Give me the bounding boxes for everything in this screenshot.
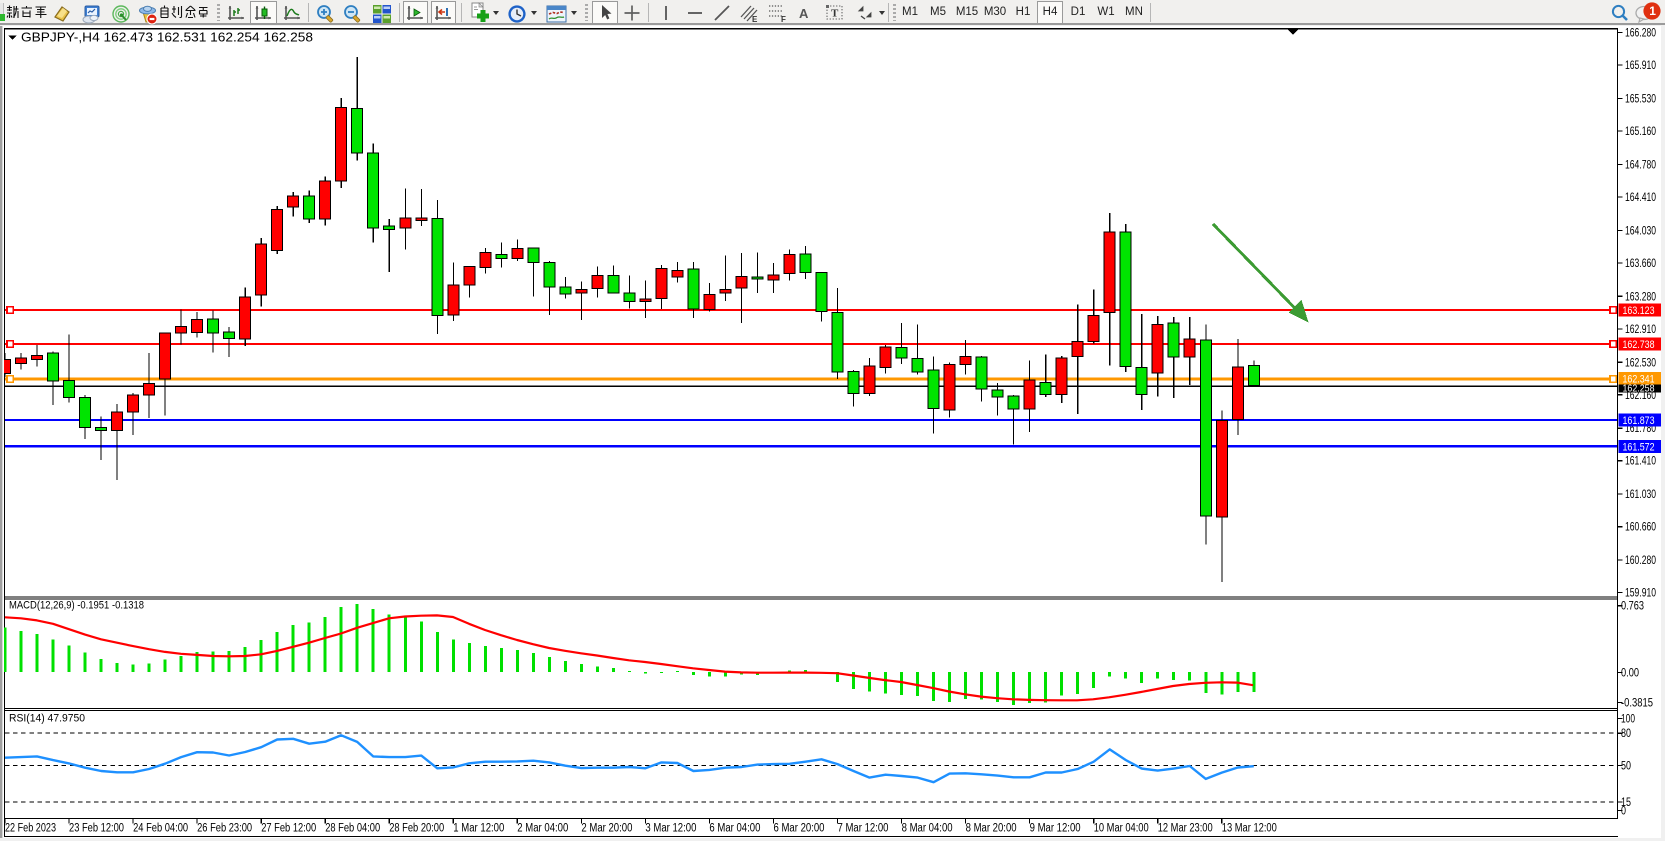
svg-text:15: 15 xyxy=(1621,797,1631,809)
svg-text:164.410: 164.410 xyxy=(1625,192,1656,204)
svg-text:162.910: 162.910 xyxy=(1625,324,1656,336)
svg-text:2 Mar 04:00: 2 Mar 04:00 xyxy=(517,823,568,835)
svg-text:165.910: 165.910 xyxy=(1625,60,1656,72)
svg-text:RSI(14) 47.9750: RSI(14) 47.9750 xyxy=(9,713,85,725)
svg-text:161.873: 161.873 xyxy=(1623,415,1655,427)
svg-text:GBPJPY-,H4 162.473 162.531 16: GBPJPY-,H4 162.473 162.531 162.254 162.2… xyxy=(21,30,313,45)
svg-text:22 Feb 2023: 22 Feb 2023 xyxy=(5,823,56,835)
svg-text:1 Mar 12:00: 1 Mar 12:00 xyxy=(453,823,504,835)
svg-text:80: 80 xyxy=(1621,728,1631,740)
svg-text:12 Mar 23:00: 12 Mar 23:00 xyxy=(1158,823,1213,835)
svg-text:50: 50 xyxy=(1621,760,1631,772)
svg-text:0.00: 0.00 xyxy=(1621,667,1639,679)
svg-text:13 Mar 12:00: 13 Mar 12:00 xyxy=(1222,823,1277,835)
svg-text:8 Mar 04:00: 8 Mar 04:00 xyxy=(902,823,953,835)
svg-text:6 Mar 20:00: 6 Mar 20:00 xyxy=(774,823,825,835)
svg-text:160.280: 160.280 xyxy=(1625,555,1656,567)
svg-text:161.572: 161.572 xyxy=(1623,441,1655,453)
svg-text:0: 0 xyxy=(1621,806,1626,818)
svg-text:162.738: 162.738 xyxy=(1623,339,1655,351)
svg-text:T: T xyxy=(831,8,839,20)
svg-text:F: F xyxy=(781,15,786,23)
svg-text:162.258: 162.258 xyxy=(1623,382,1655,394)
svg-text:MACD(12,26,9) -0.1951 -0.1318: MACD(12,26,9) -0.1951 -0.1318 xyxy=(9,600,144,612)
svg-text:166.280: 166.280 xyxy=(1625,28,1656,40)
svg-text:163.280: 163.280 xyxy=(1625,291,1656,303)
svg-text:163.123: 163.123 xyxy=(1623,305,1655,317)
svg-text:27 Feb 12:00: 27 Feb 12:00 xyxy=(261,823,316,835)
svg-text:-0.3815: -0.3815 xyxy=(1621,698,1653,710)
svg-text:3 Mar 12:00: 3 Mar 12:00 xyxy=(645,823,696,835)
svg-text:E: E xyxy=(752,15,758,23)
svg-text:162.341: 162.341 xyxy=(1623,373,1655,385)
svg-text:2 Mar 20:00: 2 Mar 20:00 xyxy=(581,823,632,835)
svg-text:159.910: 159.910 xyxy=(1625,588,1656,600)
svg-text:165.530: 165.530 xyxy=(1625,94,1656,106)
svg-text:23 Feb 12:00: 23 Feb 12:00 xyxy=(69,823,124,835)
svg-text:8 Mar 20:00: 8 Mar 20:00 xyxy=(966,823,1017,835)
svg-text:24 Feb 04:00: 24 Feb 04:00 xyxy=(133,823,188,835)
svg-text:164.780: 164.780 xyxy=(1625,160,1656,172)
svg-text:161.030: 161.030 xyxy=(1625,489,1656,501)
svg-text:0.763: 0.763 xyxy=(1621,601,1644,613)
svg-text:100: 100 xyxy=(1621,714,1635,726)
svg-text:10 Mar 04:00: 10 Mar 04:00 xyxy=(1094,823,1149,835)
svg-text:28 Feb 04:00: 28 Feb 04:00 xyxy=(325,823,380,835)
svg-text:163.660: 163.660 xyxy=(1625,258,1656,270)
svg-text:26 Feb 23:00: 26 Feb 23:00 xyxy=(197,823,252,835)
svg-text:7 Mar 12:00: 7 Mar 12:00 xyxy=(838,823,889,835)
svg-text:162.160: 162.160 xyxy=(1625,390,1656,402)
svg-text:165.160: 165.160 xyxy=(1625,126,1656,138)
svg-text:160.660: 160.660 xyxy=(1625,522,1656,534)
svg-text:161.410: 161.410 xyxy=(1625,456,1656,468)
svg-text:1: 1 xyxy=(1649,4,1656,18)
svg-text:28 Feb 20:00: 28 Feb 20:00 xyxy=(389,823,444,835)
svg-text:162.530: 162.530 xyxy=(1625,357,1656,369)
svg-text:6 Mar 04:00: 6 Mar 04:00 xyxy=(709,823,760,835)
svg-text:164.030: 164.030 xyxy=(1625,225,1656,237)
svg-text:9 Mar 12:00: 9 Mar 12:00 xyxy=(1030,823,1081,835)
